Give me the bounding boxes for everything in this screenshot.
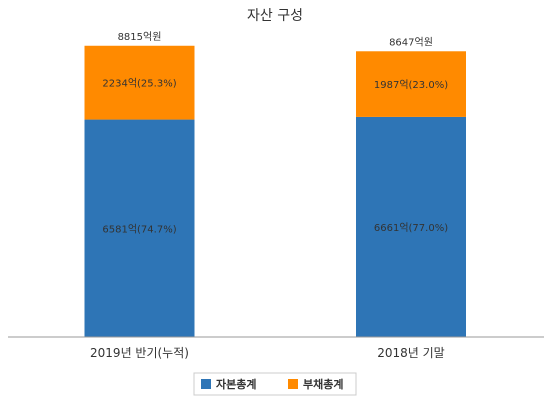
x-tick-label-0: 2019년 반기(누적)	[90, 346, 189, 360]
chart-title: 자산 구성	[247, 8, 303, 24]
bar-liabilities-1[interactable]	[356, 51, 466, 117]
data-label-equity-1: 6661억(77.0%)	[374, 222, 448, 234]
legend-box	[193, 372, 357, 396]
legend-label-equity[interactable]: 자본총계	[216, 377, 256, 391]
legend: 자본총계 부채총계	[193, 372, 357, 396]
data-label-equity-0: 6581억(74.7%)	[102, 223, 176, 235]
labels-layer: 6581억(74.7%) 2234억(25.3%) 8815억원 6661억(77.0…	[102, 31, 448, 236]
bar-equity-0[interactable]	[84, 119, 195, 337]
bar-liabilities-0[interactable]	[84, 45, 195, 120]
data-label-liabilities-1: 1987억(23.0%)	[374, 79, 448, 91]
data-label-liabilities-0: 2234억(25.3%)	[102, 78, 176, 90]
bar-equity-1[interactable]	[356, 116, 466, 337]
total-label-0: 8815억원	[118, 31, 162, 43]
bars-layer	[84, 45, 466, 337]
legend-swatch-liabilities	[288, 379, 298, 389]
total-label-1: 8647억원	[389, 36, 433, 48]
legend-swatch-equity	[201, 379, 211, 389]
x-tick-labels: 2019년 반기(누적) 2018년 기말	[90, 346, 445, 360]
legend-label-liabilities[interactable]: 부채총계	[303, 377, 343, 391]
x-tick-label-1: 2018년 기말	[377, 346, 444, 360]
